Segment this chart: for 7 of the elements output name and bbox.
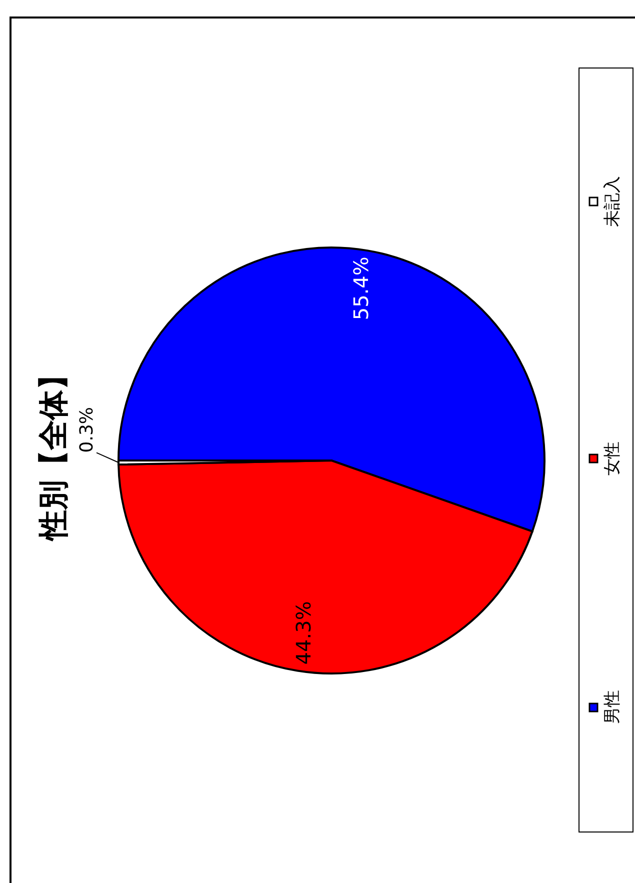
legend-label: 未記入 bbox=[601, 175, 623, 226]
data-label: 0.3% bbox=[76, 406, 98, 452]
legend-label: 男性 bbox=[601, 690, 623, 724]
text: 性別【全体】 bbox=[35, 358, 72, 544]
data-label: 44.3% bbox=[291, 600, 316, 664]
data-label: 55.4% bbox=[348, 256, 372, 320]
legend-label: 女性 bbox=[601, 441, 623, 476]
